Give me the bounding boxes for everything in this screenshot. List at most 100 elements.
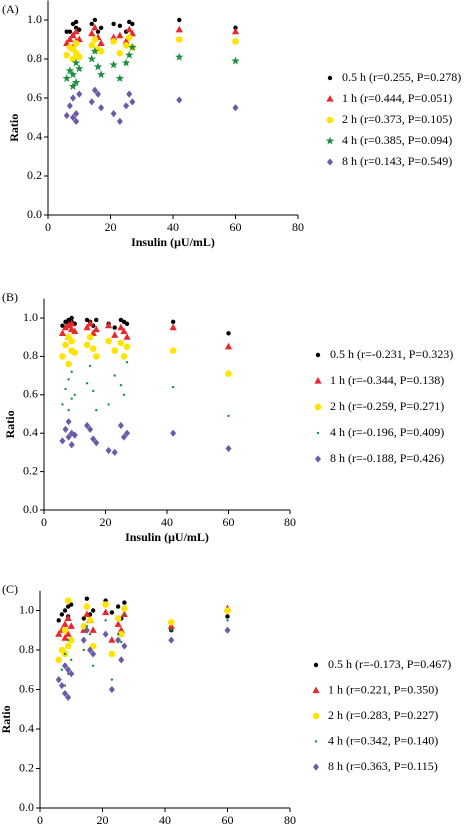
point <box>60 668 64 671</box>
point <box>75 64 84 73</box>
y-tick-label: 1.0 <box>27 12 42 26</box>
point <box>224 626 231 634</box>
point <box>90 435 97 443</box>
point <box>167 619 175 626</box>
point <box>89 21 94 27</box>
point <box>87 646 93 654</box>
point <box>67 378 70 381</box>
point <box>65 360 72 368</box>
point <box>65 418 72 426</box>
point <box>119 384 123 387</box>
point <box>176 96 183 104</box>
point <box>125 34 133 41</box>
point <box>107 403 110 406</box>
point <box>116 31 124 39</box>
point <box>68 81 78 90</box>
point <box>98 104 105 112</box>
point <box>109 610 115 615</box>
point <box>64 597 72 604</box>
point <box>227 414 230 418</box>
legend-label: 1 h (r=0.221, P=0.350) <box>328 682 438 696</box>
point <box>60 323 65 328</box>
point <box>120 353 128 360</box>
point <box>92 353 100 360</box>
x-tick-label: 20 <box>105 220 117 234</box>
point <box>118 656 125 664</box>
y-axis-label: Ratio <box>3 410 17 438</box>
point <box>115 604 121 609</box>
point <box>68 70 78 79</box>
point <box>84 421 91 430</box>
point <box>169 323 177 331</box>
point <box>117 323 125 331</box>
x-tick-label: 40 <box>161 515 173 529</box>
legend-marker <box>312 712 320 720</box>
point <box>83 341 91 349</box>
point <box>71 78 81 86</box>
x-tick-label: 80 <box>284 515 296 529</box>
y-tick-label: 0.4 <box>27 129 42 143</box>
point <box>66 638 70 642</box>
point <box>110 110 117 118</box>
point <box>71 58 81 67</box>
point <box>224 342 233 350</box>
point <box>55 656 63 664</box>
x-tick-label: 60 <box>230 220 242 234</box>
legend-label: 2 h (r=0.373, P=0.105) <box>342 112 452 126</box>
point <box>121 605 128 612</box>
point <box>116 117 123 125</box>
point <box>111 347 119 354</box>
point <box>71 431 78 439</box>
point <box>225 614 230 619</box>
y-tick-label: 0.2 <box>23 463 38 477</box>
point <box>65 604 71 609</box>
point <box>80 636 87 644</box>
point <box>123 343 131 351</box>
point <box>168 636 175 644</box>
point <box>64 630 72 637</box>
point <box>91 36 99 43</box>
point <box>83 603 91 610</box>
point <box>122 37 130 45</box>
point <box>73 393 76 396</box>
point <box>69 55 77 63</box>
legend-marker <box>325 136 335 145</box>
point <box>130 21 135 27</box>
legend-label: 0.5 h (r=0.255, P=0.278) <box>342 70 461 84</box>
x-tick-label: 80 <box>292 220 304 234</box>
point <box>80 623 88 630</box>
point <box>70 94 76 102</box>
point <box>93 439 100 447</box>
y-tick-label: 0.4 <box>19 721 34 735</box>
point <box>123 333 131 340</box>
point <box>55 676 62 684</box>
point <box>175 52 184 61</box>
point <box>126 90 133 98</box>
legend-label: 1 h (r=-0.344, P=0.138) <box>330 373 444 387</box>
point <box>89 345 97 353</box>
point <box>89 642 97 650</box>
legend-marker <box>313 662 319 668</box>
point <box>56 618 61 623</box>
y-tick-label: 0.8 <box>19 642 34 656</box>
point <box>92 17 98 23</box>
y-tick-label: 0.4 <box>23 425 38 439</box>
point <box>92 389 95 393</box>
y-tick-label: 0.0 <box>27 207 42 221</box>
point <box>62 341 69 349</box>
point <box>77 27 82 32</box>
point <box>102 608 110 616</box>
point <box>170 429 177 437</box>
point <box>72 27 80 35</box>
point <box>67 29 73 34</box>
point <box>70 397 73 400</box>
point <box>111 331 119 338</box>
point <box>123 613 126 616</box>
point <box>114 615 122 622</box>
point <box>125 360 129 364</box>
point <box>111 21 116 27</box>
point <box>67 408 70 412</box>
x-tick-label: 0 <box>41 515 47 529</box>
point <box>110 678 114 681</box>
point <box>63 652 67 656</box>
